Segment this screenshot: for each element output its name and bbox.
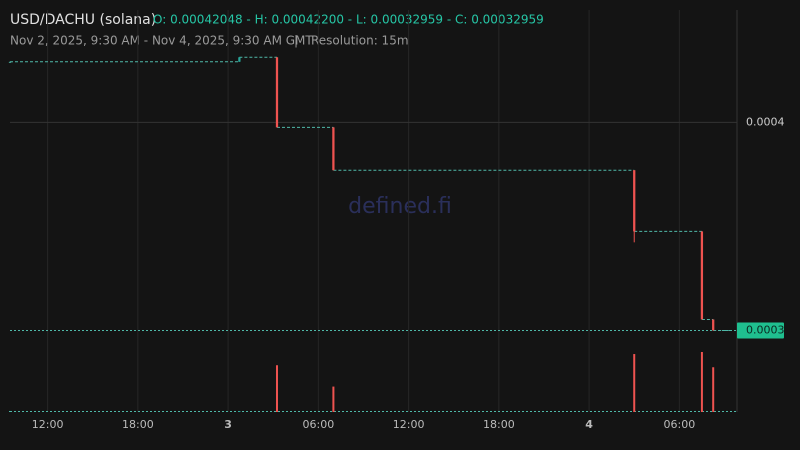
candle-body (700, 231, 704, 320)
last-price-badge (737, 322, 784, 339)
volume-bar (238, 410, 241, 412)
x-tick-label: 3 (224, 418, 232, 431)
x-tick-label: 12:00 (32, 418, 64, 431)
subtitle: Nov 2, 2025, 9:30 AM - Nov 4, 2025, 9:30… (10, 34, 313, 48)
x-tick-label: 18:00 (122, 418, 154, 431)
chart-title: USD/DACHU (solana) (10, 12, 156, 28)
volume-bar (633, 354, 636, 412)
x-tick-label: 4 (585, 418, 593, 431)
watermark: defined.fi (348, 194, 452, 219)
candle-body (275, 57, 279, 128)
volume-bar (332, 386, 335, 412)
y-tick-label: 0.0004 (746, 115, 785, 128)
x-tick-label: 06:00 (303, 418, 335, 431)
candle-body (332, 127, 335, 171)
volume-bar (712, 367, 715, 412)
separator: | (294, 34, 298, 48)
volume-bar (700, 352, 703, 412)
x-tick-label: 06:00 (664, 418, 696, 431)
ohlc-label: O: 0.00042048 - H: 0.00042200 - L: 0.000… (153, 13, 544, 27)
volume-bar (275, 365, 278, 412)
candle-body (8, 61, 12, 63)
last-price-label: 0.0003 (746, 323, 785, 336)
candle-body (633, 170, 636, 232)
x-tick-label: 12:00 (393, 418, 425, 431)
x-tick-label: 18:00 (483, 418, 515, 431)
resolution: Resolution: 15m (311, 34, 409, 48)
volume-bar (9, 410, 11, 412)
candle-body (238, 57, 241, 62)
candle-body (712, 319, 715, 331)
